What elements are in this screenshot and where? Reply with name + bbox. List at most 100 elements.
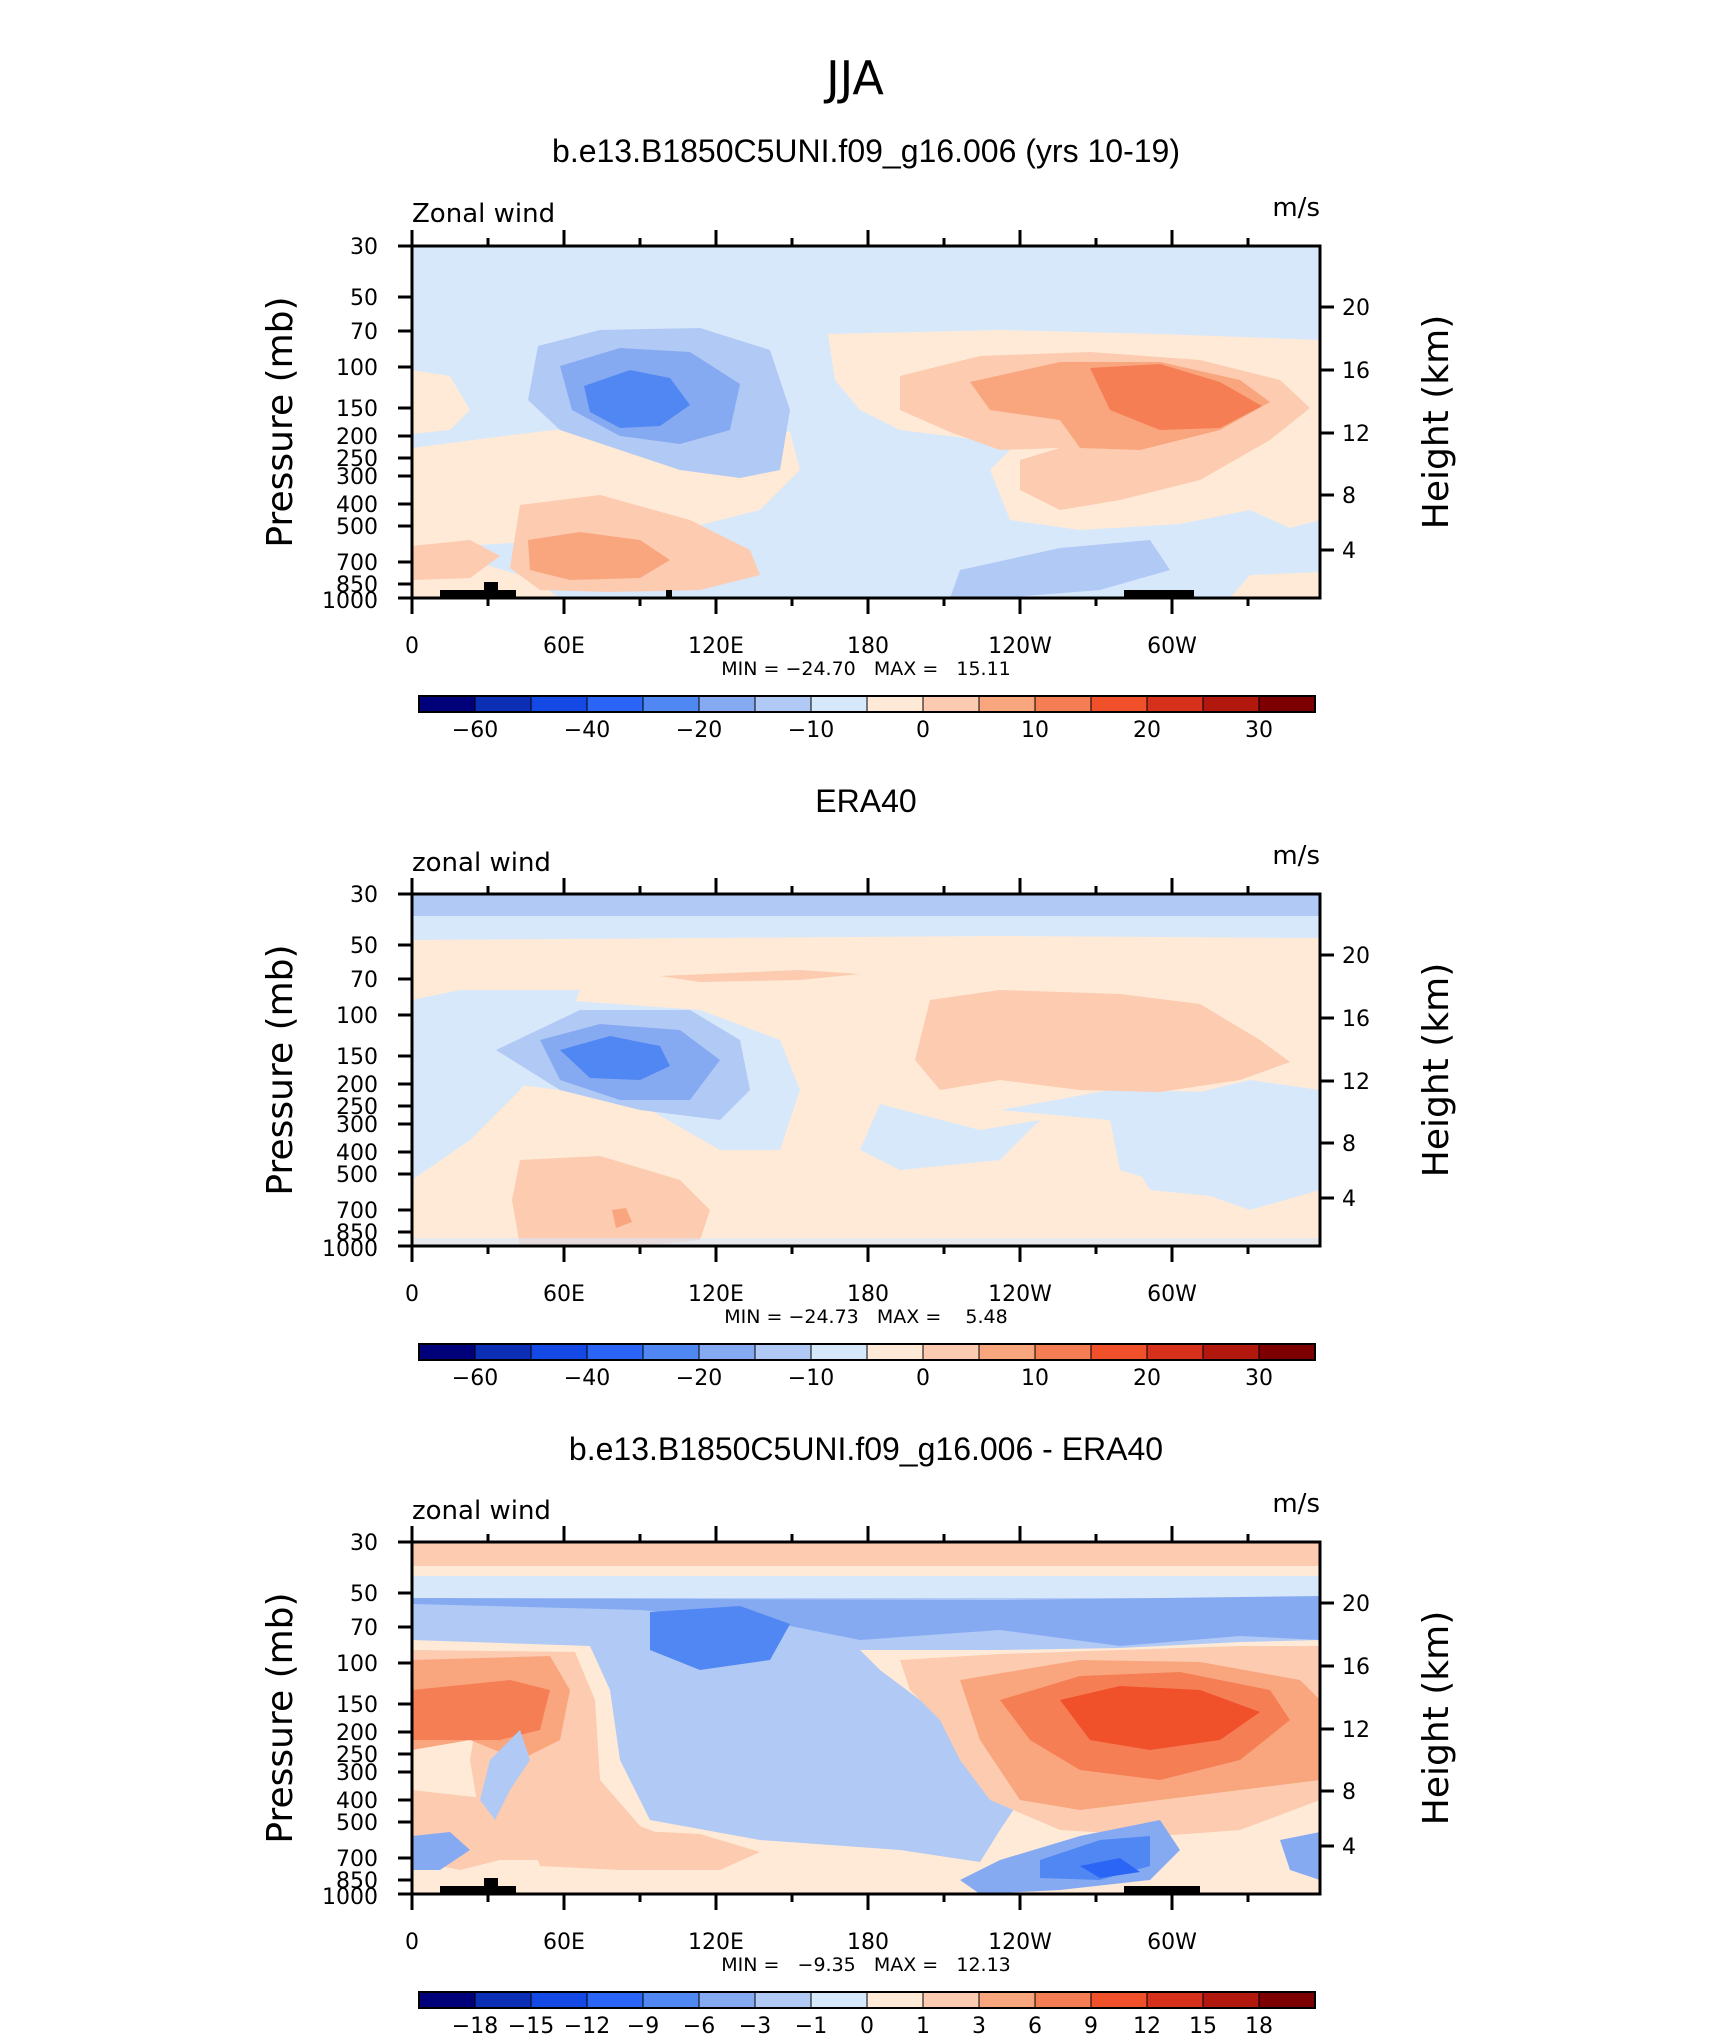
y-tick-label: 500 (336, 515, 378, 540)
colorbar-label: −60 (452, 1366, 498, 1391)
x-tick-label: 120W (988, 634, 1052, 659)
y-right-tick-label: 16 (1342, 1655, 1370, 1680)
colorbar-swatch (418, 1991, 476, 2009)
panel-3-units-label: m/s (1272, 1489, 1320, 1519)
colorbar-label: 1 (916, 2014, 930, 2038)
colorbar-label: −20 (676, 1366, 722, 1391)
y-tick-label: 1000 (322, 589, 378, 614)
y-right-tick-label: 16 (1342, 1007, 1370, 1032)
x-tick-label: 120E (688, 634, 744, 659)
colorbar-label: −18 (452, 2014, 498, 2038)
colorbar-swatch (474, 1343, 532, 1361)
y-tick-label: 50 (350, 1582, 378, 1607)
x-tick-label: 60W (1147, 634, 1197, 659)
y-tick-label: 50 (350, 934, 378, 959)
colorbar-label: 9 (1084, 2014, 1098, 2038)
figure-title: JJA (823, 51, 884, 105)
y-tick-label: 1000 (322, 1237, 378, 1262)
colorbar-swatch (1202, 695, 1260, 713)
y-right-tick-label: 12 (1342, 1070, 1370, 1095)
panel-2-colorbar-cells (418, 1343, 1316, 1361)
y-right-tick-label: 12 (1342, 422, 1370, 447)
colorbar-label: 0 (916, 1366, 930, 1391)
colorbar-swatch (586, 1343, 644, 1361)
x-tick-label: 60E (543, 634, 585, 659)
y-tick-label: 70 (350, 1616, 378, 1641)
colorbar-swatch (754, 695, 812, 713)
colorbar-swatch (922, 1991, 980, 2009)
y-tick-label: 200 (336, 425, 378, 450)
colorbar-swatch (1146, 695, 1204, 713)
colorbar-label: −10 (788, 1366, 834, 1391)
y-right-tick-label: 8 (1342, 1780, 1356, 1805)
colorbar-swatch (698, 695, 756, 713)
panel-1-variable-label: Zonal wind (412, 199, 555, 229)
y-tick-label: 70 (350, 320, 378, 345)
panel-2-min-max: MIN = −24.73 MAX = 5.48 (724, 1306, 1007, 1328)
panel-1-y-tick-labels: 30 50 70 100 150 200 250 300 400 500 700… (322, 235, 378, 614)
y-tick-label: 500 (336, 1811, 378, 1836)
colorbar-label: 12 (1133, 2014, 1161, 2038)
y-tick-label: 250 (336, 447, 378, 472)
colorbar-swatch (866, 695, 924, 713)
panel-3-title: b.e13.B1850C5UNI.f09_g16.006 - ERA40 (569, 1431, 1163, 1467)
panel-1-ticks (398, 230, 1334, 614)
colorbar-label: 3 (972, 2014, 986, 2038)
x-tick-label: 60W (1147, 1930, 1197, 1955)
x-tick-label: 0 (405, 1930, 419, 1955)
colorbar-label: 18 (1245, 2014, 1273, 2038)
y-tick-label: 50 (350, 286, 378, 311)
panel-2-units-label: m/s (1272, 841, 1320, 871)
x-tick-label: 120W (988, 1282, 1052, 1307)
panel-2-colorbar: −60 −40 −20 −10 0 10 20 30 (418, 1343, 1316, 1391)
colorbar-label: 30 (1245, 1366, 1273, 1391)
y-tick-label: 300 (336, 465, 378, 490)
colorbar-swatch (642, 1991, 700, 2009)
y-tick-label: 850 (336, 1869, 378, 1894)
x-tick-label: 60E (543, 1930, 585, 1955)
y-right-tick-label: 8 (1342, 1132, 1356, 1157)
colorbar-swatch (866, 1343, 924, 1361)
x-tick-label: 180 (847, 1282, 889, 1307)
y-right-tick-label: 20 (1342, 944, 1370, 969)
colorbar-swatch (1034, 695, 1092, 713)
panel-2-y-axis-label: Pressure (mb) (260, 944, 301, 1195)
colorbar-swatch (698, 1343, 756, 1361)
panel-3-ticks (398, 1526, 1334, 1910)
y-tick-label: 700 (336, 1199, 378, 1224)
panel-3-y-right-tick-labels: 20 16 12 8 4 (1342, 1592, 1370, 1860)
panel-1-colorbar-cells (418, 695, 1316, 713)
y-tick-label: 400 (336, 1789, 378, 1814)
y-tick-label: 70 (350, 968, 378, 993)
colorbar-swatch (586, 695, 644, 713)
colorbar-swatch (418, 695, 476, 713)
colorbar-swatch (1258, 1343, 1316, 1361)
colorbar-swatch (1034, 1343, 1092, 1361)
colorbar-swatch (1090, 1343, 1148, 1361)
y-right-tick-label: 16 (1342, 359, 1370, 384)
panel-1-y-axis-label: Pressure (mb) (260, 296, 301, 547)
panel-2: ERA40 zonal wind m/s (260, 783, 1457, 1391)
colorbar-swatch (978, 695, 1036, 713)
y-right-tick-label: 12 (1342, 1718, 1370, 1743)
y-tick-label: 850 (336, 1221, 378, 1246)
x-tick-label: 120E (688, 1282, 744, 1307)
colorbar-swatch (586, 1991, 644, 2009)
panel-3-contour-field (412, 1542, 1320, 1894)
colorbar-swatch (530, 1991, 588, 2009)
colorbar-swatch (922, 1343, 980, 1361)
colorbar-swatch (866, 1991, 924, 2009)
panel-3-y-axis-label: Pressure (mb) (260, 1592, 301, 1843)
y-tick-label: 200 (336, 1073, 378, 1098)
panel-2-plot-frame (410, 892, 1322, 1248)
x-tick-label: 120W (988, 1930, 1052, 1955)
panel-1-plot-frame (410, 244, 1322, 600)
colorbar-label: 6 (1028, 2014, 1042, 2038)
y-tick-label: 150 (336, 1045, 378, 1070)
colorbar-swatch (754, 1343, 812, 1361)
colorbar-swatch (978, 1991, 1036, 2009)
y-tick-label: 250 (336, 1743, 378, 1768)
panel-1-title: b.e13.B1850C5UNI.f09_g16.006 (yrs 10-19) (552, 133, 1180, 169)
panel-3-y-right-axis-label: Height (km) (1416, 1611, 1457, 1825)
colorbar-label: −20 (676, 718, 722, 743)
